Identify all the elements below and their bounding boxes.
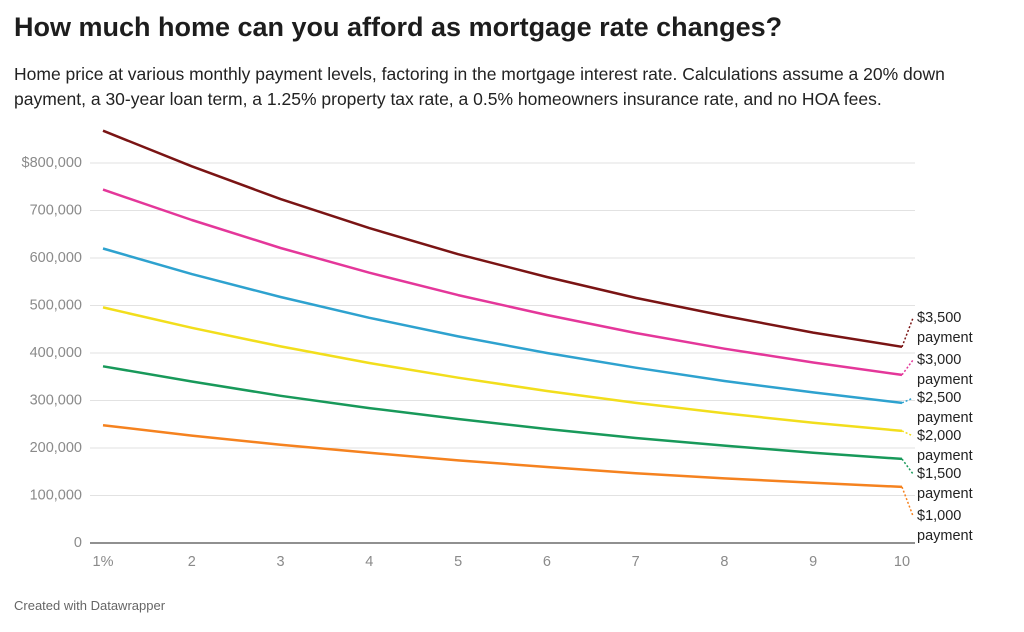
y-tick-label: 300,000 — [30, 392, 82, 408]
label-connector — [901, 458, 914, 475]
series-label: $1,500 payment — [917, 466, 973, 502]
x-tick-label: 2 — [188, 554, 196, 570]
x-tick-label: 5 — [454, 554, 462, 570]
y-tick-label: $800,000 — [22, 155, 82, 171]
x-tick-label: 3 — [277, 554, 285, 570]
x-tick-label: 9 — [809, 554, 817, 570]
series-line — [102, 365, 903, 461]
x-tick-label: 7 — [632, 554, 640, 570]
x-tick-label: 4 — [365, 554, 373, 570]
x-tick-label: 1% — [93, 554, 114, 570]
chart-title: How much home can you afford as mortgage… — [14, 12, 783, 42]
label-connector — [901, 317, 914, 348]
chart-subtitle: Home price at various monthly payment le… — [14, 64, 945, 109]
series-line — [102, 247, 903, 405]
series-label: $1,000 payment — [917, 508, 973, 544]
x-tick-label: 10 — [894, 554, 910, 570]
series-label: $2,500 payment — [917, 390, 973, 426]
y-tick-label: 400,000 — [30, 345, 82, 361]
label-connector — [901, 486, 914, 517]
series-label: $3,000 payment — [917, 352, 973, 388]
x-tick-label: 6 — [543, 554, 551, 570]
label-connector — [901, 430, 914, 437]
series-line — [102, 423, 903, 489]
y-tick-label: 700,000 — [30, 202, 82, 218]
y-tick-label: 500,000 — [30, 297, 82, 313]
series-label: $3,500 payment — [917, 310, 973, 346]
y-tick-label: 200,000 — [30, 440, 82, 456]
x-tick-label: 8 — [720, 554, 728, 570]
series-label: $2,000 payment — [917, 428, 973, 464]
footer: Created with Datawrapper — [14, 598, 166, 613]
series-line — [102, 129, 903, 349]
y-tick-label: 600,000 — [30, 250, 82, 266]
y-tick-label: 100,000 — [30, 487, 82, 503]
y-tick-label: 0 — [74, 535, 82, 551]
series-line — [102, 188, 903, 377]
label-connector — [901, 359, 914, 376]
series-line — [102, 306, 903, 433]
